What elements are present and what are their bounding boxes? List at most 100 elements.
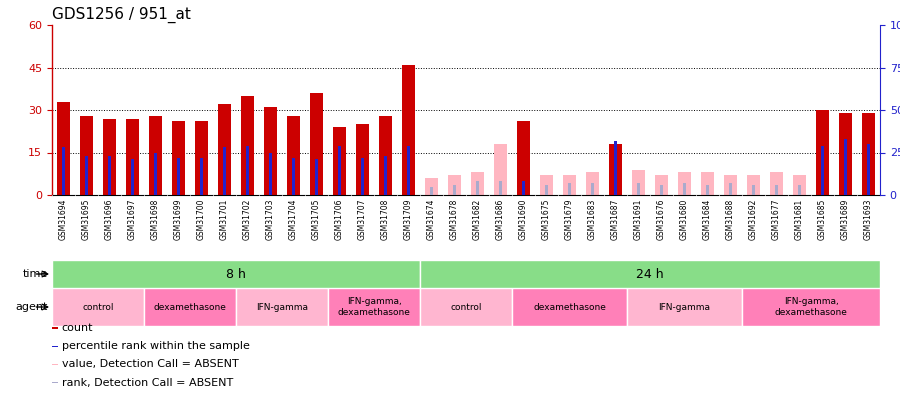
Text: GSM31696: GSM31696 [105,198,114,240]
Text: 8 h: 8 h [226,267,246,281]
Text: GSM31701: GSM31701 [220,198,229,240]
Bar [540,175,554,195]
Bar [401,65,416,195]
Text: GSM31702: GSM31702 [243,198,252,240]
Text: GSM31708: GSM31708 [381,198,390,240]
Bar [57,102,70,195]
Text: value, Detection Call = ABSENT: value, Detection Call = ABSENT [62,359,238,369]
Bar [493,144,508,195]
Bar [154,153,157,195]
Bar [660,185,663,195]
Text: dexamethasone: dexamethasone [533,303,606,311]
Text: control: control [82,303,113,311]
Bar [568,183,572,195]
Text: rank, Detection Call = ABSENT: rank, Detection Call = ABSENT [62,377,233,388]
Text: GSM31677: GSM31677 [772,198,781,240]
Text: GSM31693: GSM31693 [864,198,873,240]
Bar [328,288,420,326]
Text: time: time [22,269,48,279]
Text: GSM31703: GSM31703 [266,198,275,240]
Bar [194,122,209,195]
Text: count: count [62,323,94,333]
Bar [108,156,112,195]
Bar [420,260,880,288]
Text: GSM31684: GSM31684 [703,198,712,240]
Bar [821,146,824,195]
Bar [844,139,847,195]
Bar [62,147,65,195]
Bar [310,93,323,195]
Text: GDS1256 / 951_at: GDS1256 / 951_at [52,7,191,23]
Text: GSM31709: GSM31709 [404,198,413,240]
Bar [747,175,760,195]
Text: GSM31681: GSM31681 [795,198,804,239]
Text: GSM31705: GSM31705 [312,198,321,240]
Text: IFN-gamma: IFN-gamma [659,303,710,311]
Text: GSM31691: GSM31691 [634,198,643,240]
Bar [614,141,617,195]
Bar [172,122,185,195]
Bar [471,173,484,195]
Bar [752,185,755,195]
Text: GSM31707: GSM31707 [358,198,367,240]
Bar [775,185,778,195]
Bar [586,173,599,195]
Bar [218,104,231,195]
Text: GSM31687: GSM31687 [611,198,620,240]
Bar [608,144,623,195]
Bar [333,127,346,195]
Text: GSM31694: GSM31694 [59,198,68,240]
Text: IFN-gamma,
dexamethasone: IFN-gamma, dexamethasone [338,297,410,317]
Text: IFN-gamma,
dexamethasone: IFN-gamma, dexamethasone [775,297,848,317]
Bar [264,107,277,195]
Bar [176,158,180,195]
Bar [627,288,742,326]
Bar [724,175,737,195]
Bar [52,345,58,347]
Bar [425,178,438,195]
Bar [356,124,369,195]
Bar [144,288,236,326]
Text: dexamethasone: dexamethasone [154,303,227,311]
Bar [269,153,272,195]
Text: percentile rank within the sample: percentile rank within the sample [62,341,249,351]
Bar [246,146,249,195]
Bar [522,181,526,195]
Bar [126,119,140,195]
Bar [590,183,594,195]
Text: GSM31698: GSM31698 [151,198,160,240]
Text: 24 h: 24 h [636,267,664,281]
Bar [240,96,255,195]
Bar [447,175,462,195]
Bar [544,185,548,195]
Text: GSM31685: GSM31685 [818,198,827,240]
Text: GSM31695: GSM31695 [82,198,91,240]
Text: agent: agent [15,302,48,312]
Bar [361,158,365,195]
Bar [453,185,456,195]
Bar [52,364,58,365]
Text: control: control [450,303,482,311]
Text: GSM31700: GSM31700 [197,198,206,240]
Text: GSM31686: GSM31686 [496,198,505,240]
Text: GSM31679: GSM31679 [565,198,574,240]
Text: GSM31704: GSM31704 [289,198,298,240]
Bar [700,173,715,195]
Bar [637,183,640,195]
Bar [632,170,645,195]
Bar [52,260,420,288]
Text: GSM31692: GSM31692 [749,198,758,240]
Bar [706,185,709,195]
Bar [383,156,387,195]
Bar [770,173,783,195]
Bar [103,119,116,195]
Bar [85,156,88,195]
Bar [315,159,319,195]
Bar [148,116,162,195]
Bar [476,181,479,195]
Bar [678,173,691,195]
Bar [420,288,512,326]
Bar [499,181,502,195]
Text: GSM31690: GSM31690 [519,198,528,240]
Bar [223,147,226,195]
